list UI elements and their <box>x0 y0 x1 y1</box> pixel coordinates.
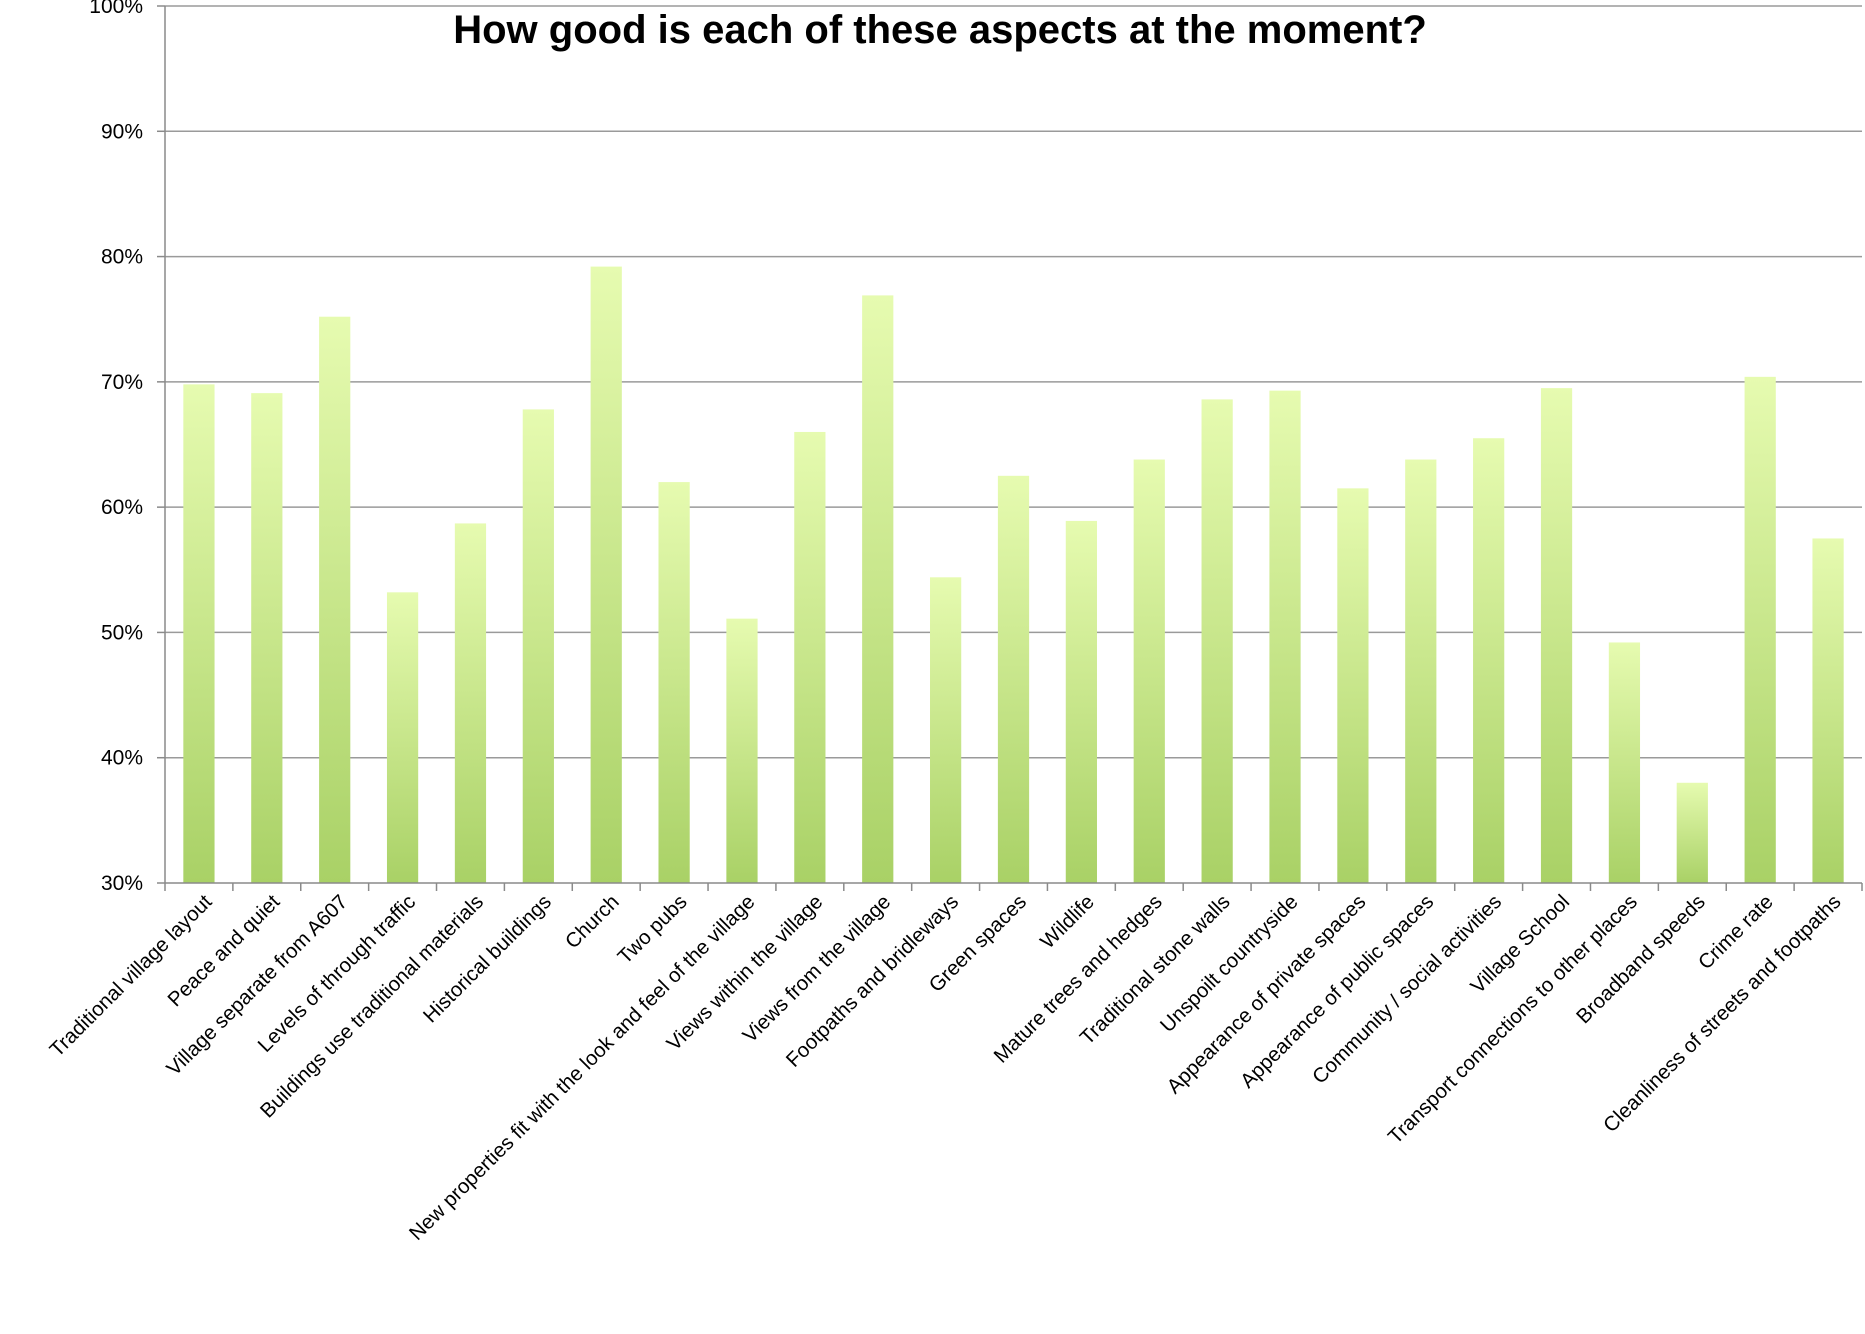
bar <box>386 592 419 883</box>
axes <box>157 5 1863 891</box>
bar <box>1540 388 1573 883</box>
bar <box>1676 782 1708 883</box>
bar <box>1269 390 1301 883</box>
bar <box>1065 520 1097 883</box>
y-axis-tick-labels: 30% 40% 50% 60% 70% 80% 90% 100% <box>89 0 143 895</box>
y-tick-label: 90% <box>101 120 143 143</box>
bar <box>930 577 962 883</box>
x-category-label: Transport connections to other places <box>1384 890 1642 1148</box>
x-category-label: Historical buildings <box>419 890 556 1027</box>
chart-title: How good is each of these aspects at the… <box>453 8 1427 52</box>
y-tick-label: 50% <box>101 621 143 644</box>
bar <box>794 431 826 883</box>
bar <box>319 316 351 883</box>
bar <box>1337 488 1369 883</box>
bar <box>454 523 487 883</box>
y-tick-label: 30% <box>101 872 143 895</box>
y-tick-label: 80% <box>101 246 143 269</box>
y-tick-label: 70% <box>101 371 143 394</box>
bar <box>1608 642 1641 883</box>
bar <box>251 393 283 883</box>
bar <box>1133 459 1165 883</box>
bar <box>1405 459 1437 883</box>
bar <box>1473 438 1505 883</box>
bar <box>1812 538 1844 883</box>
bar <box>658 482 690 883</box>
x-category-label: Wildlife <box>1036 890 1099 953</box>
bar <box>522 409 554 883</box>
bar <box>1201 399 1233 883</box>
bar <box>183 384 215 883</box>
bar <box>726 618 758 883</box>
bar <box>862 295 894 883</box>
x-category-label: Broadband speeds <box>1572 890 1710 1028</box>
bar <box>997 475 1030 883</box>
y-tick-label: 60% <box>101 496 143 519</box>
bar <box>590 266 622 883</box>
y-tick-label: 100% <box>89 0 143 18</box>
bars <box>183 266 1844 883</box>
x-category-label: Cleanliness of streets and footpaths <box>1599 890 1846 1137</box>
x-category-label: Church <box>561 890 624 953</box>
bar <box>1744 376 1776 883</box>
y-tick-label: 40% <box>101 747 143 770</box>
